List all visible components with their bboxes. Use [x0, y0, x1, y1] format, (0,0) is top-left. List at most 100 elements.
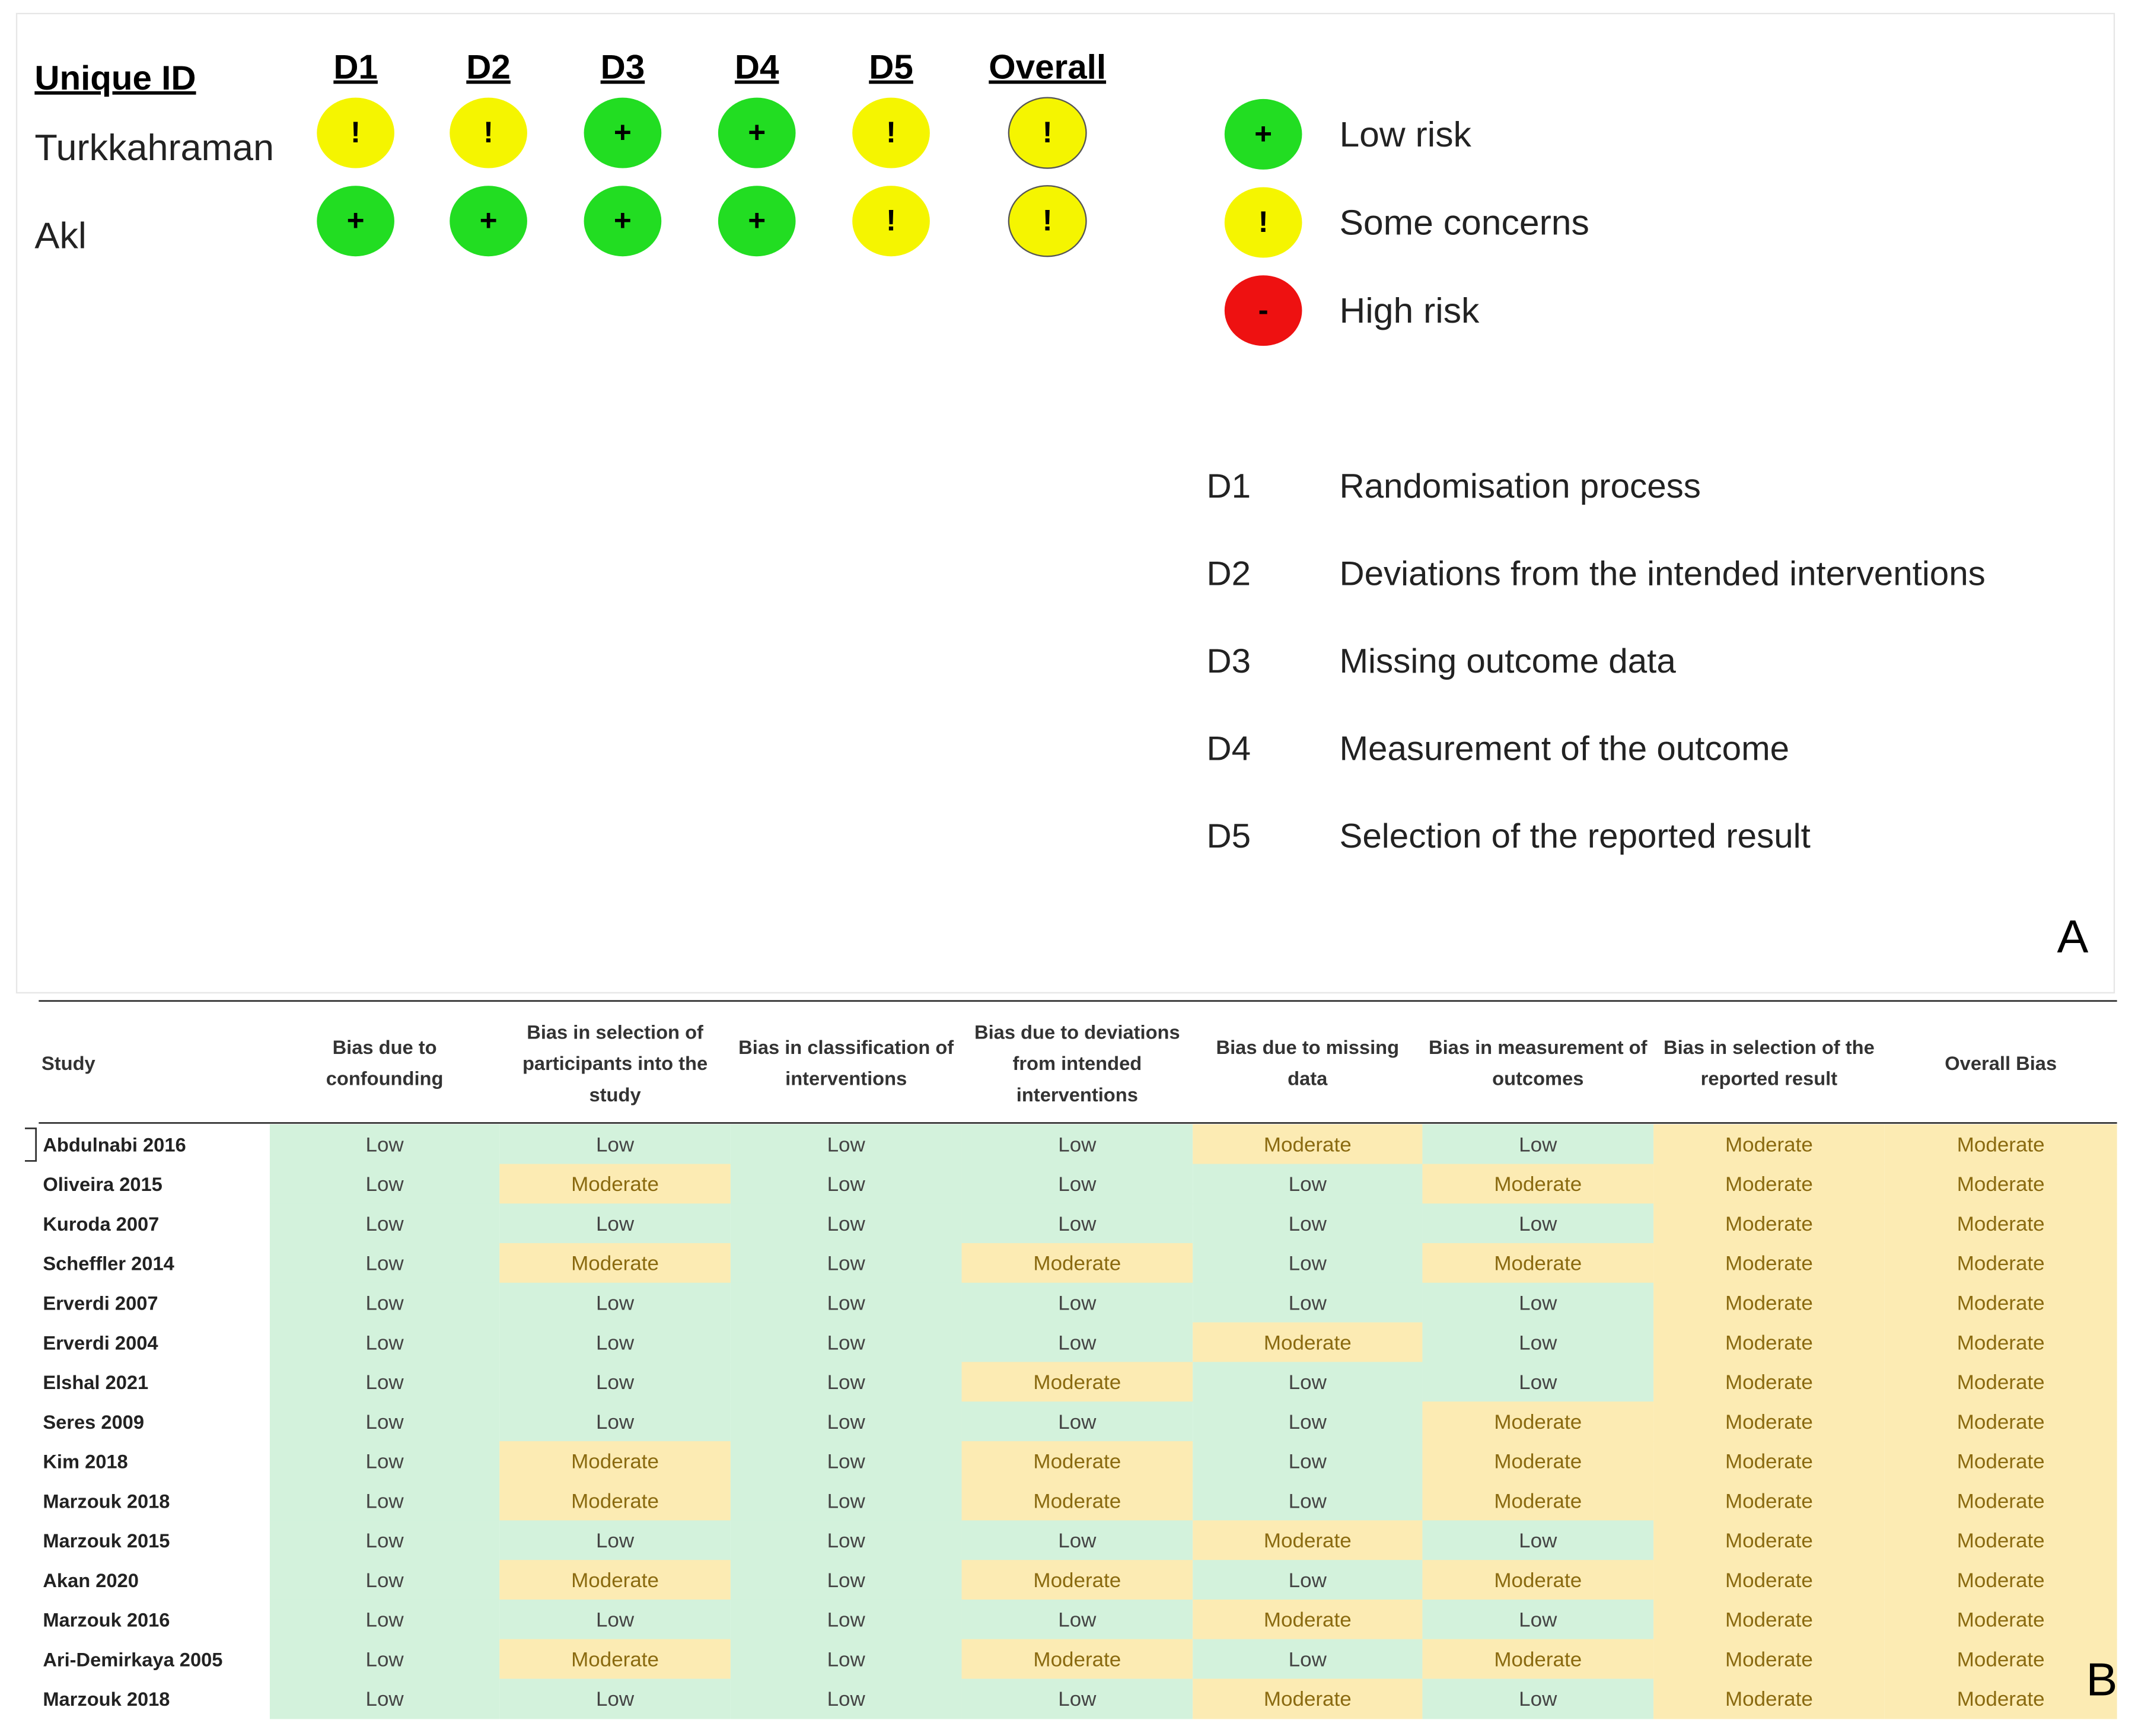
table-cell — [1422, 1401, 1654, 1442]
cell-text: Low — [366, 1134, 404, 1157]
cell-text: Moderate — [1957, 1411, 2045, 1434]
domain-code: D2 — [1206, 555, 1251, 593]
study-name: Oliveira 2015 — [43, 1174, 162, 1195]
cell-text: Moderate — [1033, 1649, 1121, 1671]
table-header-cell: Bias in selection of participants into t… — [522, 1021, 708, 1105]
table-cell — [730, 1282, 962, 1323]
study-name: Akan 2020 — [43, 1570, 139, 1591]
table-cell — [961, 1639, 1193, 1680]
table-cell — [730, 1520, 962, 1561]
domain-code: D5 — [1206, 818, 1251, 855]
table-cell — [499, 1639, 731, 1680]
table-cell — [1422, 1599, 1654, 1640]
table-cell — [1653, 1164, 1885, 1205]
table-header-cell: Bias due to missing data — [1216, 1036, 1400, 1090]
column-header: D3 — [601, 49, 645, 86]
table-cell — [1422, 1480, 1654, 1521]
cell-text: Moderate — [1033, 1371, 1121, 1394]
study-id: Turkkahraman — [34, 128, 274, 168]
table-cell — [1884, 1599, 2117, 1640]
judgement-circle — [718, 186, 796, 257]
domain-label: Deviations from the intended interventio… — [1339, 555, 1985, 593]
cell-text: Moderate — [1957, 1490, 2045, 1513]
cell-text: Moderate — [1957, 1213, 2045, 1235]
table-cell — [269, 1599, 500, 1640]
judgement-symbol: - — [1258, 293, 1269, 326]
cell-text: Moderate — [1725, 1609, 1813, 1632]
table-cell — [730, 1560, 962, 1601]
cell-text: Low — [596, 1530, 635, 1552]
cell-text: Moderate — [1494, 1649, 1582, 1671]
table-cell — [1653, 1362, 1885, 1403]
table-cell — [1884, 1282, 2117, 1323]
table-cell — [269, 1639, 500, 1680]
cell-text: Low — [1289, 1451, 1327, 1473]
cell-text: Moderate — [1725, 1253, 1813, 1275]
table-cell — [269, 1401, 500, 1442]
cell-text: Low — [1058, 1530, 1097, 1552]
table-header-text: Bias due to missing data — [1216, 1036, 1400, 1090]
table-cell — [1653, 1243, 1885, 1283]
table-cell — [1422, 1203, 1654, 1244]
cell-text: Low — [596, 1609, 635, 1632]
table-cell — [1193, 1599, 1423, 1640]
panel-a-frame — [15, 12, 2115, 994]
judgement-symbol: + — [614, 203, 632, 237]
cell-text: Moderate — [571, 1173, 659, 1196]
table-cell — [1653, 1401, 1885, 1442]
table-cell — [1193, 1560, 1423, 1601]
judgement-circle — [317, 97, 394, 168]
table-cell — [1193, 1678, 1423, 1719]
table-cell — [1653, 1282, 1885, 1323]
table-cell — [1884, 1322, 2117, 1363]
table-cell — [730, 1124, 962, 1165]
table-cell — [499, 1560, 731, 1601]
table-cell — [730, 1164, 962, 1205]
cell-text: Moderate — [1033, 1253, 1121, 1275]
table-cell — [269, 1480, 500, 1521]
judgement-symbol: ! — [1043, 116, 1053, 149]
table-cell — [730, 1203, 962, 1244]
judgement-circle — [1008, 97, 1087, 169]
table-cell — [730, 1441, 962, 1482]
study-name: Abdulnabi 2016 — [43, 1135, 186, 1156]
table-cell — [1653, 1480, 1885, 1521]
table-cell — [269, 1282, 500, 1323]
cell-text: Moderate — [1725, 1649, 1813, 1671]
judgement-symbol: ! — [350, 116, 361, 149]
table-cell — [1884, 1164, 2117, 1205]
cell-text: Moderate — [1957, 1530, 2045, 1552]
table-cell — [499, 1243, 731, 1283]
table-cell — [1193, 1124, 1423, 1165]
table-cell — [1884, 1362, 2117, 1403]
study-name: Marzouk 2015 — [43, 1530, 170, 1552]
cell-text: Moderate — [1725, 1411, 1813, 1434]
table-header-text: Bias due to deviations from intended int… — [974, 1020, 1180, 1105]
table-cell — [499, 1480, 731, 1521]
judgement-circle — [1224, 275, 1302, 346]
cell-text: Moderate — [1725, 1490, 1813, 1513]
table-header-cell: Study — [42, 1052, 95, 1074]
judgement-circle — [1008, 185, 1087, 257]
table-header-text: Bias due to confounding — [326, 1036, 444, 1090]
judgement-circle — [450, 97, 527, 168]
column-header: Overall — [989, 49, 1106, 86]
judgement-symbol: + — [1254, 117, 1272, 150]
cell-text: Low — [827, 1292, 866, 1315]
table-cell — [1884, 1639, 2117, 1680]
table-cell — [1193, 1520, 1423, 1561]
table-header-cell: Bias due to deviations from intended int… — [974, 1020, 1180, 1105]
cell-text: Low — [596, 1411, 635, 1434]
table-cell — [961, 1243, 1193, 1283]
cell-text: Moderate — [1725, 1569, 1813, 1592]
study-name: Erverdi 2007 — [43, 1293, 158, 1314]
table-cell — [1884, 1441, 2117, 1482]
cell-text: Low — [1058, 1332, 1097, 1355]
cell-text: Low — [1519, 1689, 1557, 1711]
table-header-text: Overall Bias — [1945, 1052, 2057, 1074]
table-cell — [730, 1480, 962, 1521]
table-cell — [961, 1520, 1193, 1561]
cell-text: Low — [827, 1451, 866, 1473]
table-cell — [269, 1441, 500, 1482]
cell-text: Low — [596, 1371, 635, 1394]
